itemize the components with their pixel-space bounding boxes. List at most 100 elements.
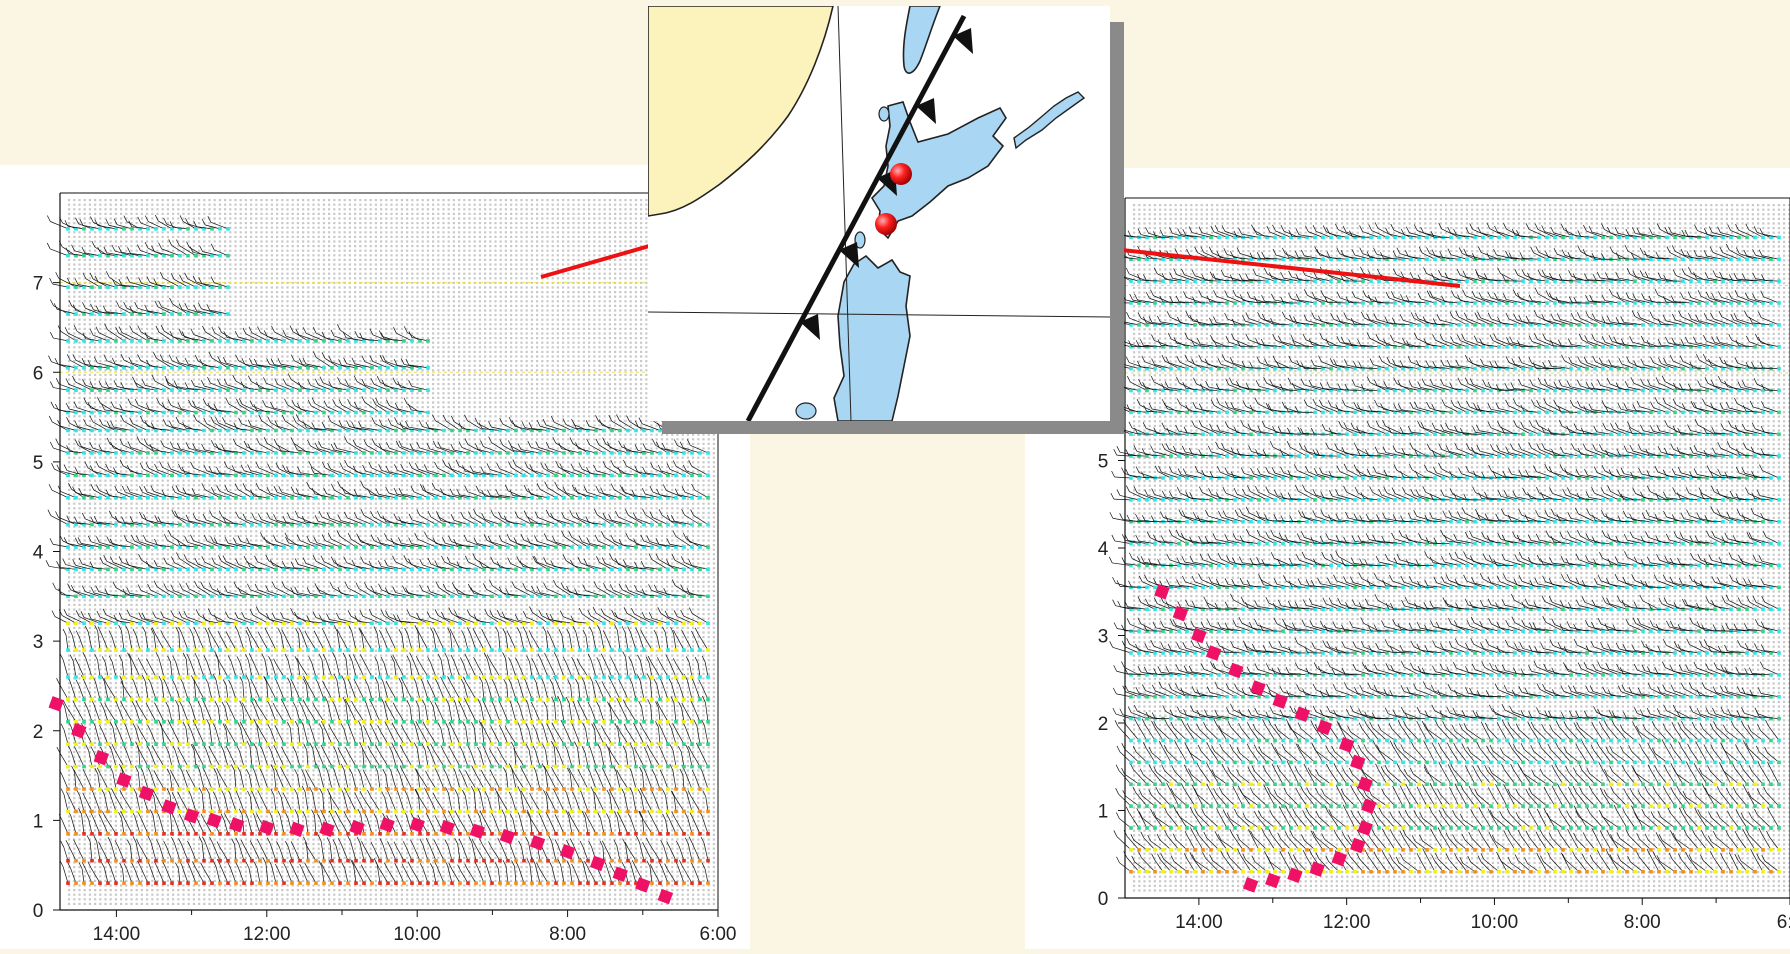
- barb: [48, 510, 70, 527]
- barb: [1399, 811, 1413, 830]
- barb: [111, 788, 125, 813]
- barb: [1478, 765, 1493, 786]
- barb: [1446, 854, 1461, 874]
- barb: [687, 536, 710, 549]
- barb: [689, 837, 702, 863]
- dot-grid: [68, 199, 715, 905]
- boundary-marker: [1265, 873, 1280, 888]
- boundary-marker: [1332, 851, 1347, 866]
- barb: [1726, 788, 1741, 808]
- barb: [303, 700, 318, 724]
- barb: [1741, 721, 1757, 742]
- barb: [57, 678, 70, 701]
- barb: [176, 627, 182, 652]
- barb: [367, 790, 381, 813]
- barb: [112, 744, 126, 768]
- barb: [1478, 829, 1492, 851]
- boundary-marker: [500, 829, 515, 844]
- y-tick-label: 3: [1098, 627, 1109, 648]
- barb: [1149, 747, 1165, 764]
- barb: [1374, 811, 1389, 830]
- barb: [340, 787, 349, 813]
- barb: [495, 788, 502, 813]
- barb: [564, 787, 574, 813]
- barb: [48, 356, 69, 370]
- barb: [480, 839, 494, 863]
- barb: [382, 792, 390, 814]
- map-drawing: [648, 6, 1110, 421]
- barb: [1669, 853, 1685, 873]
- x-tick-label: 10:00: [1471, 912, 1519, 933]
- barb: [199, 788, 206, 814]
- pin-icon: [875, 213, 897, 235]
- barb: [1198, 745, 1213, 764]
- barb: [1526, 789, 1541, 808]
- barb: [62, 700, 70, 723]
- barb: [1743, 829, 1757, 852]
- barb: [1638, 790, 1653, 808]
- barb: [544, 702, 550, 724]
- barb: [206, 788, 214, 813]
- barb: [95, 625, 102, 652]
- barb: [57, 747, 70, 768]
- x-tick-label: 12:00: [1323, 912, 1371, 933]
- barb: [125, 626, 133, 652]
- barb: [688, 790, 702, 813]
- barb: [1406, 784, 1421, 808]
- barb: [312, 810, 318, 836]
- barb: [672, 812, 686, 836]
- barb: [303, 812, 310, 836]
- barb: [533, 765, 542, 791]
- barb: [596, 701, 605, 723]
- barb: [592, 724, 598, 746]
- x-tick-label: 12:00: [243, 924, 291, 945]
- barb: [477, 787, 485, 813]
- barb: [168, 720, 182, 746]
- boundary-marker: [590, 856, 605, 871]
- barb: [1685, 230, 1709, 239]
- barb: [1479, 807, 1493, 829]
- barb: [325, 765, 334, 791]
- barb: [1113, 600, 1133, 611]
- y-tick-label: 1: [1098, 802, 1109, 823]
- barb: [587, 742, 597, 768]
- x-tick-label: 14:00: [93, 924, 141, 945]
- barb: [235, 626, 246, 652]
- barb: [1181, 783, 1196, 808]
- barb: [639, 701, 646, 724]
- barb: [1557, 784, 1572, 808]
- barb: [246, 675, 254, 701]
- barb: [309, 787, 317, 813]
- barb: [1116, 788, 1133, 808]
- barb: [1206, 763, 1220, 786]
- barb: [527, 812, 542, 836]
- barb: [438, 654, 446, 679]
- barb: [216, 655, 230, 679]
- y-tick-label: 5: [33, 453, 44, 474]
- x-tick-label: 10:00: [393, 924, 441, 945]
- y-tick-label: 0: [1098, 889, 1109, 910]
- barb: [156, 810, 166, 835]
- barb: [1653, 852, 1669, 874]
- barb: [666, 654, 678, 678]
- barb: [430, 628, 437, 652]
- barb: [187, 654, 198, 679]
- barb: [1582, 854, 1597, 874]
- y-tick-label: 6: [33, 363, 44, 384]
- barb: [597, 625, 605, 652]
- barb: [661, 840, 670, 863]
- barb: [85, 626, 94, 652]
- barb: [648, 810, 662, 835]
- sado-island: [796, 403, 816, 419]
- barb: [360, 742, 366, 768]
- barb: [650, 788, 661, 813]
- barb: [375, 766, 382, 791]
- barb: [1422, 784, 1436, 808]
- barb: [1686, 852, 1701, 874]
- pin-icon: [890, 163, 912, 185]
- barb: [1134, 718, 1148, 742]
- barb: [399, 678, 406, 701]
- barb: [1207, 743, 1221, 765]
- boundary-marker: [1243, 877, 1258, 892]
